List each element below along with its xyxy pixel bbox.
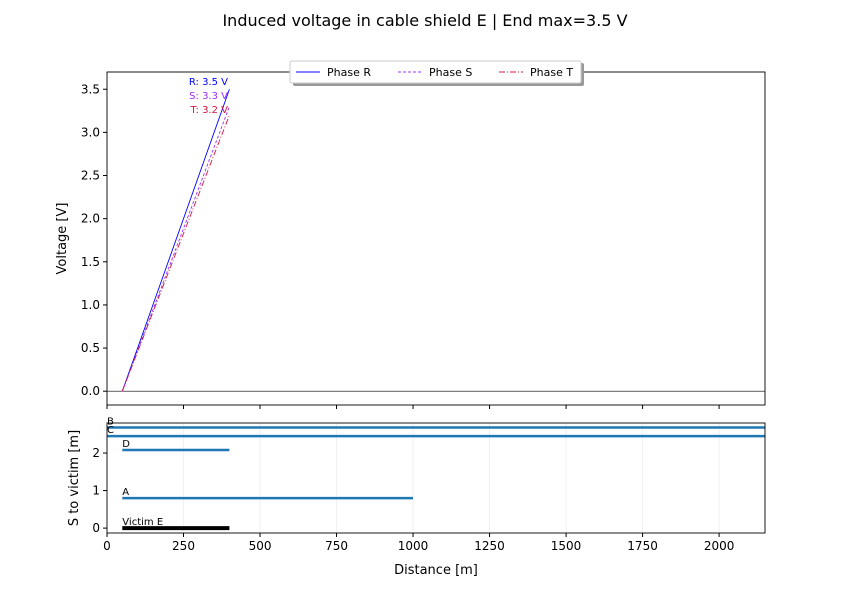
y-tick-label: 2 xyxy=(92,446,100,460)
x-tick-label: 250 xyxy=(172,539,195,553)
y-tick-label: 2.5 xyxy=(81,169,100,183)
x-tick-label: 1750 xyxy=(627,539,658,553)
y-axis-label: Voltage [V] xyxy=(55,203,70,275)
axes-frame xyxy=(106,71,766,406)
y-tick-label: 1.5 xyxy=(81,255,100,269)
series-line-phase-s xyxy=(121,106,230,392)
end-label: S: 3.3 V xyxy=(189,91,228,102)
distance-axes: BCD A Victim E 0 1 2 0 250 500 750 1000 1250 1500 175… xyxy=(67,417,766,578)
x-tick-label: 1500 xyxy=(551,539,582,553)
legend-label: Phase S xyxy=(429,66,472,79)
cable-label: D xyxy=(122,439,130,450)
cable-label: A xyxy=(122,487,129,498)
y-tick-label: 1 xyxy=(92,484,100,498)
y-tick-label: 0.0 xyxy=(81,384,100,398)
y-tick-label: 3.0 xyxy=(81,125,100,139)
y-tick-label: 1.0 xyxy=(81,298,100,312)
x-tick-label: 1250 xyxy=(474,539,505,553)
x-tick-label: 500 xyxy=(249,539,272,553)
y-tick-label: 0.5 xyxy=(81,341,100,355)
legend-label: Phase R xyxy=(327,66,371,79)
x-tick-label: 750 xyxy=(325,539,348,553)
series-line-phase-t xyxy=(121,114,230,392)
legend-box xyxy=(289,60,582,84)
x-tick-label: 2000 xyxy=(704,539,735,553)
axes-frame xyxy=(106,422,766,534)
voltage-axes: R: 3.5 V S: 3.3 V T: 3.2 V 0.0 0.5 1.0 1.5 2.0 2… xyxy=(55,60,766,409)
y-tick-label: 2.0 xyxy=(81,212,100,226)
y-axis-label: S to victim [m] xyxy=(67,430,82,526)
series-line-phase-r xyxy=(121,89,230,392)
y-tick-label: 3.5 xyxy=(81,82,100,96)
cable-label: Victim E xyxy=(122,517,163,528)
x-tick-label: 1000 xyxy=(398,539,429,553)
chart-title: Induced voltage in cable shield E | End … xyxy=(222,11,627,30)
x-axis-label: Distance [m] xyxy=(394,563,478,578)
legend-label: Phase T xyxy=(530,66,573,79)
cable-label: C xyxy=(107,425,114,436)
end-label: T: 3.2 V xyxy=(190,105,229,116)
end-label: R: 3.5 V xyxy=(189,77,228,88)
cable-label: B xyxy=(107,417,114,428)
legend: Phase R Phase S Phase T xyxy=(289,60,584,86)
y-tick-label: 0 xyxy=(92,521,100,535)
x-tick-label: 0 xyxy=(103,539,111,553)
